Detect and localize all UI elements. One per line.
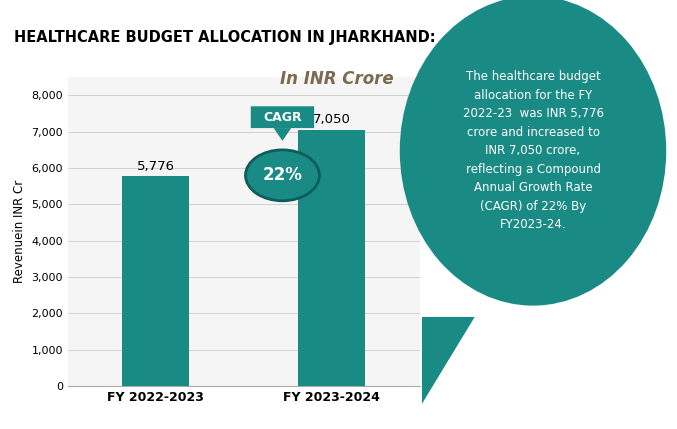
Ellipse shape [246, 150, 320, 201]
Polygon shape [274, 128, 291, 141]
Bar [299, 130, 365, 386]
Ellipse shape [399, 0, 666, 305]
Text: HEALTHCARE BUDGET ALLOCATION IN JHARKHAND:: HEALTHCARE BUDGET ALLOCATION IN JHARKHAN… [14, 30, 435, 45]
Text: In INR Crore: In INR Crore [280, 70, 393, 88]
Text: The healthcare budget
allocation for the FY
2022-23  was INR 5,776
crore and inc: The healthcare budget allocation for the… [462, 70, 603, 231]
Text: 22%: 22% [263, 166, 303, 184]
Text: 7,050: 7,050 [313, 113, 351, 126]
Bar [123, 176, 189, 386]
Y-axis label: Revenuein INR Cr: Revenuein INR Cr [13, 180, 26, 283]
Text: 5,776: 5,776 [137, 160, 175, 172]
Text: CAGR: CAGR [263, 111, 302, 124]
Polygon shape [422, 317, 475, 404]
FancyBboxPatch shape [250, 106, 314, 128]
